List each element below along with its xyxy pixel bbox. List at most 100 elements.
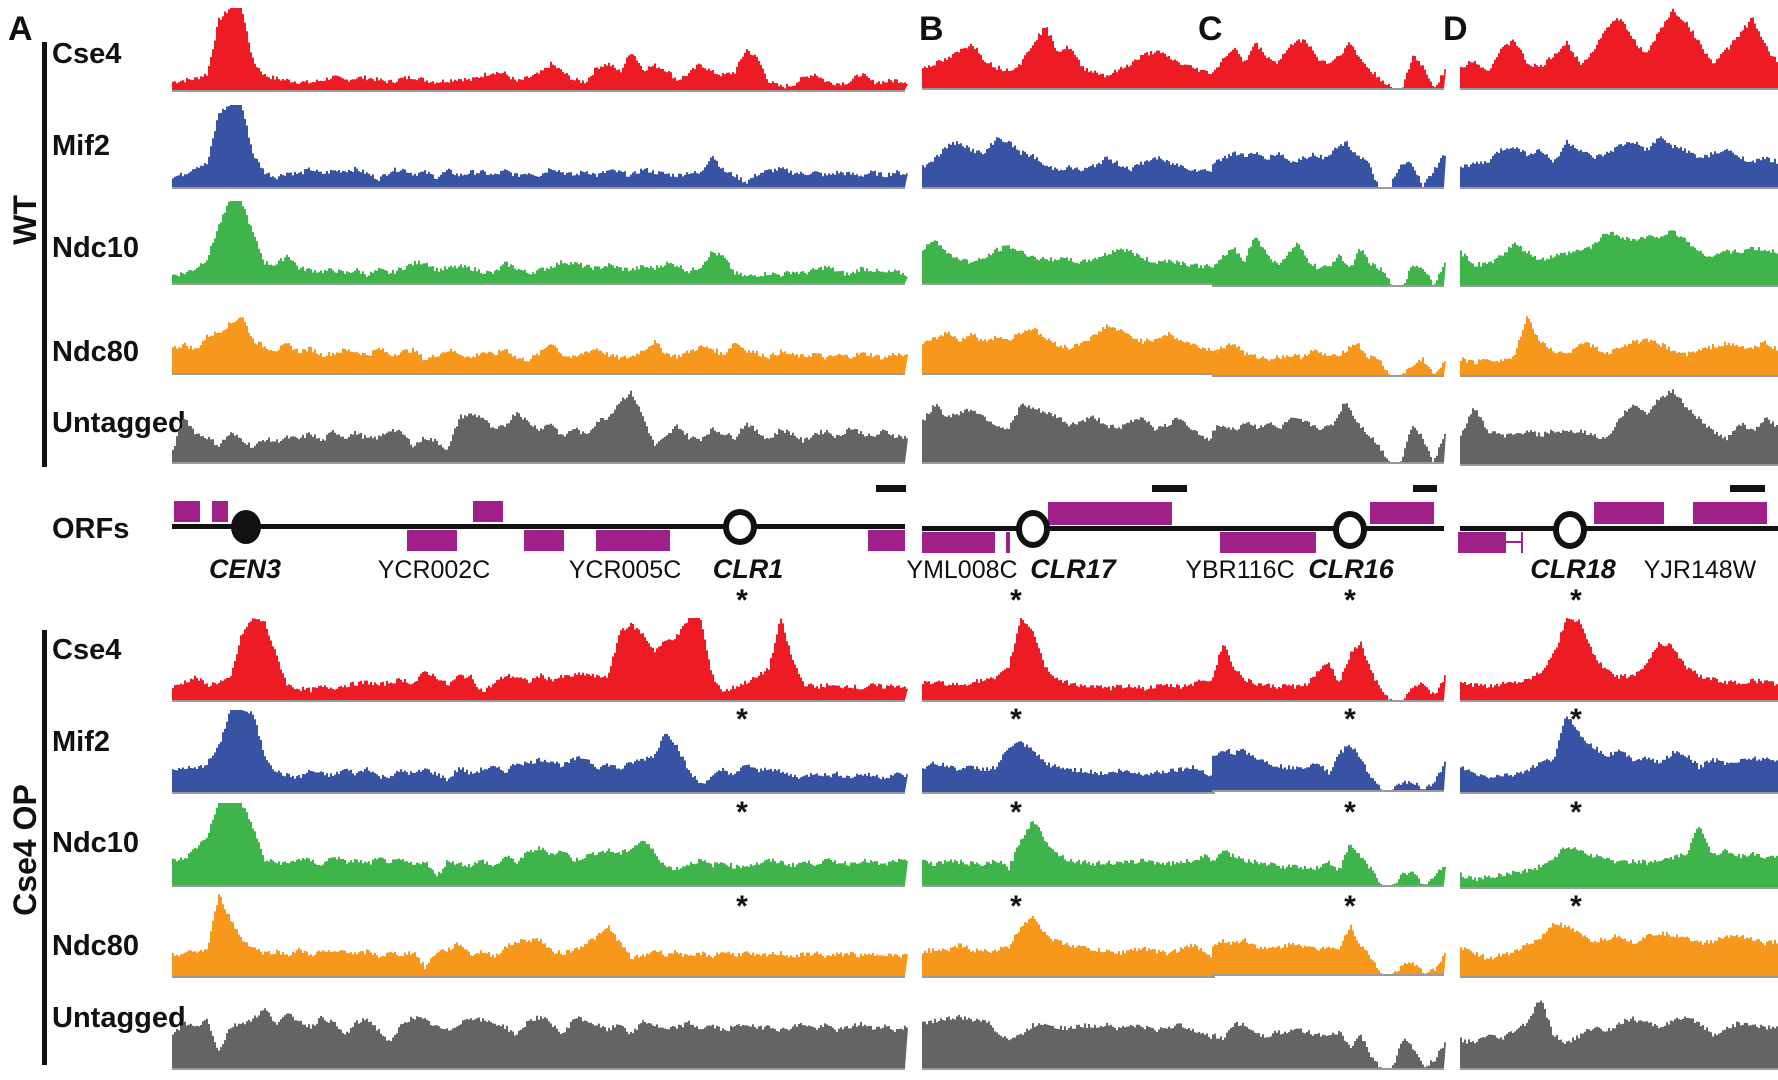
op-group-bracket [42, 630, 47, 1065]
track-wt-untagged-b [922, 403, 1218, 462]
track-op-untagged-c [1212, 1021, 1446, 1068]
signal-tracks [172, 8, 1778, 1070]
track-label-wt-untagged: Untagged [52, 407, 186, 439]
track-baseline-wt-ndc10-c [1212, 285, 1444, 287]
orf-box [1458, 532, 1506, 553]
track-wt-cse4-b [922, 27, 1218, 89]
gene-label-clr16: CLR16 [1308, 554, 1395, 584]
track-baseline-wt-mif2-d [1460, 187, 1778, 189]
track-baseline-op-ndc80-d [1460, 976, 1778, 978]
track-baseline-wt-ndc10-a [172, 283, 905, 285]
track-baseline-wt-untagged-b [922, 462, 1215, 464]
track-wt-mif2-c [1212, 141, 1446, 187]
track-op-ndc10-c [1212, 844, 1446, 885]
track-wt-mif2-a [172, 105, 908, 187]
track-baseline-wt-ndc80-d [1460, 375, 1778, 377]
track-label-wt-mif2: Mif2 [52, 130, 110, 162]
track-wt-cse4-c [1212, 39, 1446, 88]
chromosome-line-d [1460, 526, 1778, 531]
clr18-site-icon [1553, 511, 1587, 549]
orf-map [172, 485, 1778, 553]
track-op-mif2-c [1212, 744, 1446, 790]
track-wt-ndc10-a [172, 201, 908, 283]
track-baseline-op-cse4-c [1212, 700, 1444, 702]
orf-intron [1506, 541, 1522, 543]
asterisk-d-cse4: * [1570, 584, 1582, 617]
track-baseline-op-cse4-a [172, 700, 905, 702]
chromosome-line-b [922, 526, 1215, 531]
track-op-mif2-b [922, 741, 1218, 792]
asterisk-a-cse4: * [736, 584, 748, 617]
track-baseline-op-ndc10-a [172, 885, 905, 887]
track-baseline-op-mif2-a [172, 792, 905, 794]
track-op-mif2-a [172, 710, 908, 792]
scale-bar-c [1413, 485, 1437, 492]
track-baseline-wt-mif2-c [1212, 187, 1444, 189]
track-baseline-wt-untagged-d [1460, 464, 1778, 466]
track-label-wt-ndc10: Ndc10 [52, 232, 139, 264]
asterisk-c-ndc80: * [1344, 890, 1356, 923]
track-op-cse4-b [922, 618, 1218, 700]
asterisk-d-ndc80: * [1570, 890, 1582, 923]
panel-label-b: B [919, 10, 944, 48]
track-baseline-wt-cse4-a [172, 90, 905, 92]
track-baseline-wt-ndc10-d [1460, 285, 1778, 287]
chromosome-line-a [172, 524, 905, 529]
track-baseline-op-mif2-c [1212, 790, 1444, 792]
orf-box [1594, 502, 1664, 524]
track-wt-cse4-d [1460, 8, 1778, 88]
track-wt-ndc80-c [1212, 343, 1446, 375]
gene-label-ycr005c: YCR005C [569, 556, 682, 584]
gene-label-yml008c: YML008C [906, 556, 1017, 584]
group-label-wt: WT [7, 195, 43, 245]
orfs-label: ORFs [52, 513, 129, 545]
asterisk-d-ndc10: * [1570, 796, 1582, 829]
orf-box [407, 530, 457, 551]
track-wt-ndc80-a [172, 317, 908, 373]
wt-group-bracket [42, 42, 47, 467]
asterisk-c-ndc10: * [1344, 796, 1356, 829]
asterisk-d-mif2: * [1570, 703, 1582, 736]
track-baseline-op-ndc80-c [1212, 974, 1444, 976]
track-baseline-op-mif2-b [922, 792, 1215, 794]
track-op-ndc80-a [172, 894, 908, 976]
track-baseline-op-cse4-b [922, 700, 1215, 702]
track-baseline-op-untagged-a [172, 1068, 905, 1070]
track-baseline-wt-ndc10-b [922, 283, 1215, 285]
asterisk-a-ndc80: * [736, 890, 748, 923]
scale-bar-a [876, 485, 906, 492]
asterisk-markers: * * * * * * * * * * * * * * * * [736, 584, 1582, 923]
track-baseline-wt-untagged-c [1212, 462, 1444, 464]
track-baseline-wt-mif2-b [922, 187, 1215, 189]
asterisk-c-mif2: * [1344, 703, 1356, 736]
panel-label-a: A [8, 10, 33, 48]
track-wt-untagged-c [1212, 403, 1446, 462]
group-label-op: Cse4 OP [7, 784, 43, 916]
track-baseline-wt-ndc80-b [922, 373, 1215, 375]
track-baseline-op-ndc10-c [1212, 885, 1444, 887]
track-wt-untagged-a [172, 390, 908, 462]
orf-box [524, 530, 564, 551]
track-op-ndc80-d [1460, 922, 1778, 976]
clr17-site-icon [1016, 510, 1050, 548]
track-wt-mif2-b [922, 137, 1218, 187]
track-label-wt-cse4: Cse4 [52, 38, 121, 70]
asterisk-b-ndc10: * [1010, 796, 1022, 829]
track-wt-ndc10-b [922, 240, 1218, 283]
gene-label-clr1: CLR1 [713, 554, 784, 584]
gene-label-cen3: CEN3 [209, 554, 281, 584]
track-op-cse4-c [1212, 641, 1446, 700]
orf-box [212, 501, 228, 522]
asterisk-c-cse4: * [1344, 584, 1356, 617]
track-label-op-untagged: Untagged [52, 1002, 186, 1034]
track-label-op-cse4: Cse4 [52, 634, 121, 666]
scale-bar-d [1730, 485, 1765, 492]
gene-label-yjr148w: YJR148W [1644, 556, 1757, 584]
track-label-wt-ndc80: Ndc80 [52, 336, 139, 368]
track-baseline-op-ndc10-b [922, 885, 1215, 887]
clr16-site-icon [1333, 511, 1367, 549]
track-baseline-wt-cse4-d [1460, 88, 1778, 90]
orf-box [1370, 502, 1434, 524]
orf-box [1048, 502, 1172, 525]
